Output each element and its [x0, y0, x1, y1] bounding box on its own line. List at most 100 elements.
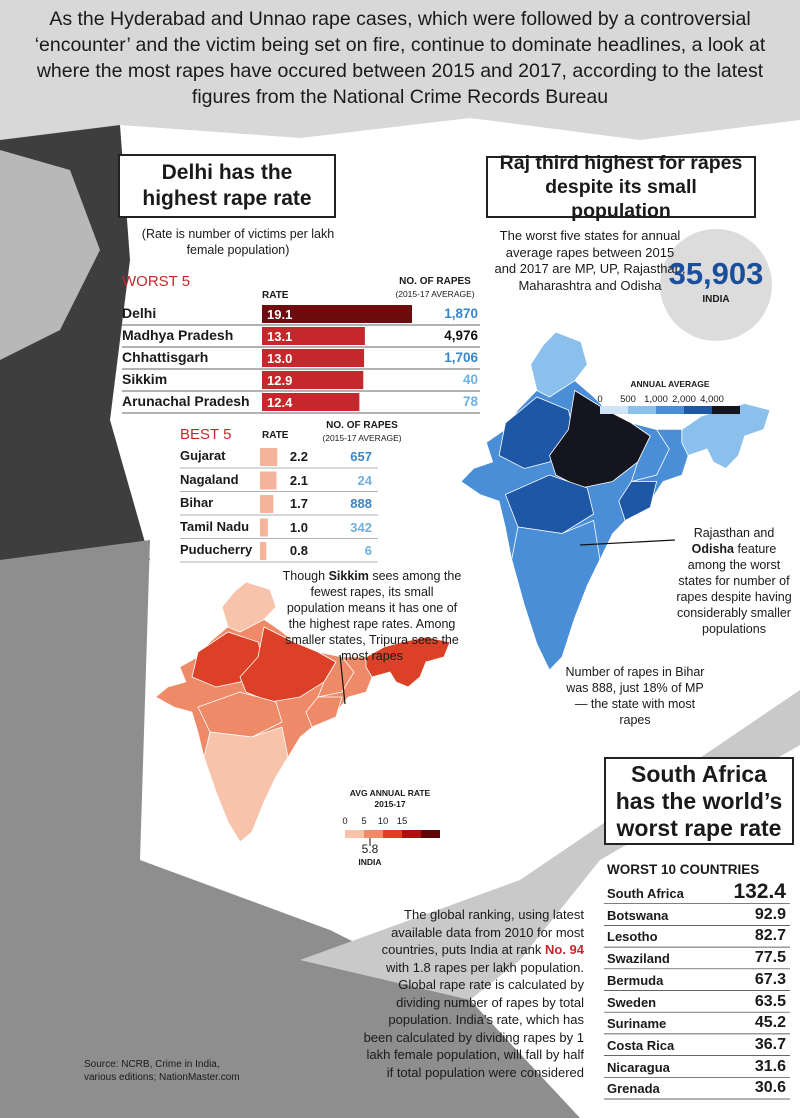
intro: As the Hyderabad and Unnao rape cases, w… — [34, 8, 766, 108]
bar — [260, 471, 277, 490]
legend-swatch — [684, 406, 712, 414]
annotation-part: Though — [282, 569, 326, 583]
state-name: Sikkim — [122, 371, 168, 387]
legend-label: 1,000 — [644, 394, 668, 405]
note: (Rate is number of victims per lakh fema… — [141, 227, 335, 257]
bar — [260, 495, 274, 513]
torn-paper — [300, 690, 800, 1000]
rapes-value: 40 — [462, 372, 478, 387]
bar-label: 12.9 — [267, 373, 293, 388]
map-region — [619, 482, 657, 521]
callout-line — [339, 654, 346, 705]
state-name: Bihar — [180, 495, 214, 510]
legend-label: 10 — [377, 816, 389, 827]
country-name: Bermuda — [607, 972, 664, 988]
legend-swatch — [628, 406, 656, 414]
country-name: South Africa — [607, 886, 684, 901]
bar — [260, 542, 267, 560]
map-region — [222, 582, 276, 632]
map-region — [512, 521, 600, 671]
state-name: Delhi — [122, 305, 157, 321]
country-rate: 45.2 — [754, 1014, 786, 1032]
bar — [262, 349, 365, 367]
callout-line — [579, 539, 676, 546]
india-label: INDIA — [702, 294, 730, 305]
map-region — [318, 652, 354, 697]
map-region — [631, 423, 669, 482]
legend-label: 5 — [361, 816, 367, 827]
country-name: Grenada — [607, 1081, 660, 1097]
panel-title: Delhi has the highest rape rate — [118, 154, 336, 218]
column-subheader: (2015-17 AVERAGE) — [395, 289, 475, 299]
country-rate: 31.6 — [754, 1057, 786, 1075]
country-rate: 82.7 — [754, 927, 786, 945]
annotation-part: sees among the fewest rapes, its small p… — [285, 569, 462, 663]
annotation: Though Sikkim sees among the fewest rape… — [282, 568, 462, 664]
state-name: Tamil Nadu — [180, 518, 250, 534]
bar-label: 13.0 — [267, 351, 293, 366]
map-region — [204, 727, 288, 842]
country-rate: 92.9 — [754, 905, 786, 923]
table-heading: WORST 5 — [122, 273, 191, 290]
legend-label: 500 — [620, 394, 636, 405]
bar — [262, 327, 365, 345]
torn-paper — [0, 0, 800, 140]
bar-label: 13.1 — [267, 329, 293, 344]
bar — [260, 518, 268, 537]
legend-label: 0 — [342, 816, 348, 827]
table-heading: WORST 10 COUNTRIES — [607, 862, 760, 877]
rapes-value: 4,976 — [444, 328, 478, 343]
column-header: NO. OF RAPES — [326, 420, 398, 431]
legend-title: 2015-17 — [374, 799, 406, 809]
annotation-part: Rajasthan and — [693, 526, 775, 540]
state-name: Chhattisgarh — [122, 349, 209, 365]
panel-title: Raj third highest for rapes despite its … — [486, 152, 756, 222]
bar-label: 12.4 — [267, 395, 293, 410]
legend-swatch — [364, 830, 383, 838]
country-rate: 67.3 — [754, 970, 786, 988]
bar — [262, 371, 364, 389]
map-region — [366, 637, 450, 687]
column-subheader: (2015-17 AVERAGE) — [322, 433, 402, 443]
state-name: Gujarat — [180, 448, 226, 463]
rapes-map — [461, 332, 770, 670]
country-name: Suriname — [607, 1016, 667, 1032]
rapes-value: 342 — [350, 519, 372, 535]
torn-paper — [0, 540, 580, 1118]
map-region — [306, 697, 342, 727]
country-name: Lesotho — [607, 929, 658, 945]
india-rate: 5.8 — [361, 842, 379, 856]
country-name: Swaziland — [607, 951, 670, 967]
country-name: Botswana — [607, 907, 669, 923]
rapes-value: 78 — [462, 394, 478, 409]
legend-swatch — [345, 830, 364, 838]
rapes-value: 6 — [364, 543, 372, 558]
country-rate: 30.6 — [754, 1079, 786, 1097]
legend-label: 2,000 — [672, 394, 696, 405]
annotation-bold: Sikkim — [328, 569, 369, 583]
country-name: Costa Rica — [607, 1037, 675, 1053]
map-region — [240, 627, 336, 702]
country-rate: 63.5 — [754, 992, 786, 1010]
panel-title: South Africa has the world’s worst rape … — [604, 757, 794, 845]
rapes-value: 24 — [357, 472, 372, 488]
country-rate: 36.7 — [754, 1035, 786, 1053]
bar — [262, 393, 360, 411]
rapes-value: 657 — [350, 449, 372, 464]
annotation-part: feature among the worst states for numbe… — [676, 542, 792, 636]
column-header: NO. OF RAPES — [399, 276, 471, 287]
state-name: Nagaland — [180, 471, 239, 487]
legend-swatch — [383, 830, 402, 838]
bar-label: 19.1 — [267, 307, 293, 322]
india-total: 35,903 — [668, 256, 764, 291]
bar-label: 1.7 — [289, 496, 308, 511]
panel-text: The worst five states for annual average… — [494, 228, 686, 293]
annotation: Number of rapes in Bihar was 888, just 1… — [565, 665, 705, 727]
country-rate: 77.5 — [754, 949, 786, 967]
annotation: Rajasthan and Odisha feature among the w… — [672, 525, 796, 637]
legend-swatch — [600, 406, 628, 414]
bar-label: 2.2 — [289, 449, 308, 464]
bar-label: 0.8 — [289, 543, 308, 558]
legend-label: 0 — [597, 394, 603, 405]
